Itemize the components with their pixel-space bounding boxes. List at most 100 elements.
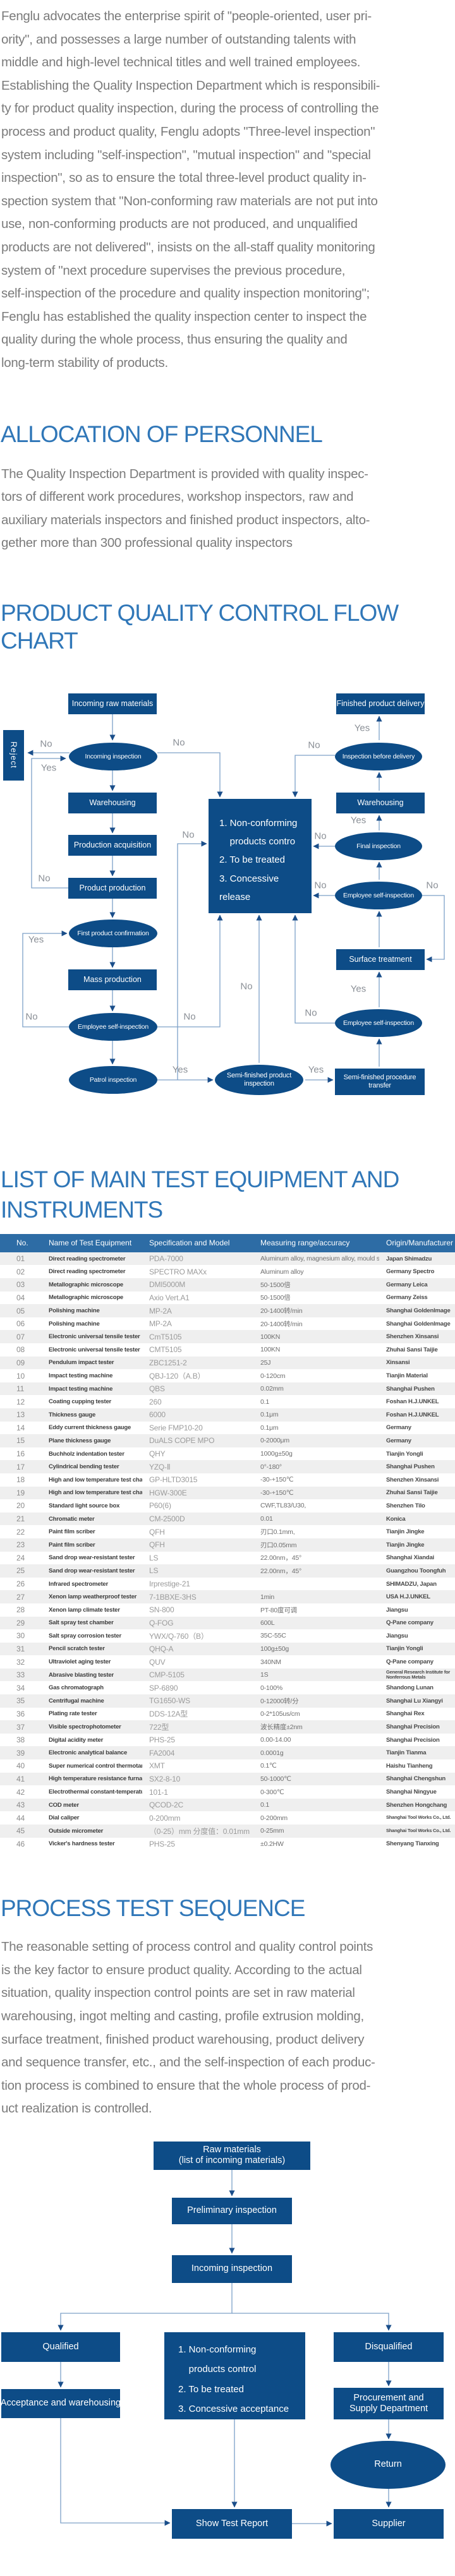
flow-node-return: Return <box>331 2440 446 2489</box>
table-cell: CMP-5105 <box>149 1670 185 1680</box>
flow-edge-label: Yes <box>28 934 44 945</box>
table-cell: Xenon lamp weatherproof tester <box>49 1593 137 1601</box>
table-cell: 0.1℃ <box>260 1762 277 1770</box>
table-cell: 1min <box>260 1593 274 1601</box>
table-cell: QFH <box>149 1527 165 1537</box>
table-cell: 0.01 <box>260 1515 273 1523</box>
table-cell: 50-1500倍 <box>260 1294 291 1302</box>
table-cell: -30-+150℃ <box>260 1476 294 1484</box>
table-cell: Germany Zeiss <box>386 1294 428 1302</box>
col-spec: Specification and Model <box>142 1233 255 1252</box>
table-cell: 0-200mm <box>260 1814 288 1822</box>
flow-edge <box>22 930 69 1027</box>
table-cell: 0.0001g <box>260 1749 284 1757</box>
table-cell: 36 <box>16 1709 25 1718</box>
table-cell: Shanghai Chengshun <box>386 1775 446 1783</box>
table-cell: 7-1BBXE-3HS <box>149 1592 197 1602</box>
table-cell: 27 <box>16 1592 25 1602</box>
table-cell: Shandong Lunan <box>386 1684 434 1692</box>
table-cell: Shanghai Rex <box>386 1710 425 1718</box>
flow-edge-label: No <box>173 737 185 748</box>
flow-edge-label: No <box>182 829 195 841</box>
table-cell: 30 <box>16 1631 25 1641</box>
table-cell: ±0.2HW <box>260 1840 284 1848</box>
table-cell: 45 <box>16 1826 25 1836</box>
table-cell: Polishing machine <box>49 1307 100 1315</box>
table-cell: LS <box>149 1566 159 1576</box>
table-row: 30 Salt spray corrosion tester YWX/Q-760（B… <box>0 1629 455 1643</box>
table-cell: Shanghai Precision <box>386 1736 440 1744</box>
table-cell: Shenzhen Tilo <box>386 1502 425 1509</box>
flow-edge-label: No <box>305 1007 317 1019</box>
flow-edge-label: No <box>314 830 327 842</box>
table-cell: Jiangsu <box>386 1632 408 1639</box>
table-cell: 33 <box>16 1670 25 1680</box>
table-cell: 03 <box>16 1280 25 1290</box>
table-cell: 18 <box>16 1475 25 1485</box>
table-cell: CmT5105 <box>149 1332 182 1341</box>
table-cell: Electrothermal constant-temperature dry … <box>49 1788 142 1796</box>
table-row: 09 Pendulum impact tester ZBC1251-2 25J Xins… <box>0 1356 455 1370</box>
table-cell: QBS <box>149 1384 165 1394</box>
flow-node-procurement-supply-department: Procurement and Supply Department <box>334 2387 444 2419</box>
table-cell: 0-300℃ <box>260 1788 284 1796</box>
table-cell: QHY <box>149 1449 166 1459</box>
table-cell: DuALS COPE MPO <box>149 1436 215 1446</box>
table-cell: 0°-180° <box>260 1463 282 1471</box>
flow-node-warehousing-right: Warehousing <box>336 792 425 813</box>
table-cell: 25 <box>16 1566 25 1576</box>
table-row: 12 Coating cupping tester 260 0.1 Foshan H.J… <box>0 1395 455 1408</box>
table-cell: Tianjin Material <box>386 1372 428 1380</box>
table-cell: 20-1400转/min <box>260 1307 303 1315</box>
col-no: No. <box>0 1233 44 1252</box>
table-row: 04 Metallographic microscope Axio Vert.A1 5… <box>0 1291 455 1305</box>
table-cell: 09 <box>16 1358 25 1367</box>
table-row: 39 Electronic analytical balance FA2004 0.0… <box>0 1746 455 1760</box>
table-cell: HGW-300E <box>149 1488 187 1497</box>
table-cell: Thickness gauge <box>49 1411 96 1418</box>
table-cell: GP-HLTD3015 <box>149 1475 198 1485</box>
flow-node-employee-self-inspection-right1: Employee self-inspection <box>335 881 422 909</box>
col-origin: Origin/Manufacturer <box>379 1233 455 1252</box>
flow-node-first-product-confirmation: First product confirmation <box>69 919 157 947</box>
table-cell: PHS-25 <box>149 1735 175 1745</box>
flow-node-incoming-raw-materials: Incoming raw materials <box>68 693 157 714</box>
flow-node-non-conforming-control-box: 1. Non-conforming products contro 2. To … <box>209 798 312 913</box>
table-cell: 35C-55C <box>260 1632 286 1640</box>
table-cell: 22 <box>16 1527 25 1537</box>
table-cell: 19 <box>16 1488 25 1497</box>
table-cell: SHIMADZU, Japan <box>386 1580 437 1588</box>
table-cell: 13 <box>16 1410 25 1420</box>
flow-node-qualified: Qualified <box>1 2332 120 2362</box>
table-cell: 24 <box>16 1553 25 1562</box>
table-cell: 43 <box>16 1800 25 1810</box>
table-cell: Serie FMP10-20 <box>149 1423 203 1432</box>
table-cell: Shanghai Pushen <box>386 1385 435 1393</box>
table-cell: Impact testing machine <box>49 1385 113 1393</box>
table-cell: 刃口0.05mm <box>260 1541 297 1549</box>
flow-edge <box>422 895 445 962</box>
flow-edge-label: No <box>426 880 439 891</box>
table-cell: 29 <box>16 1618 25 1627</box>
table-cell: 20-1400转/min <box>260 1320 303 1328</box>
flow-connectors <box>58 2169 392 2527</box>
flow-node-employee-self-inspection-left: Employee self-inspection <box>69 1012 157 1041</box>
flow-node-preliminary-inspection: Preliminary inspection <box>172 2197 292 2224</box>
table-cell: Infrared spectrometer <box>49 1580 109 1588</box>
flow-edge <box>292 755 335 798</box>
table-cell: Sand drop wear-resistant tester <box>49 1554 135 1562</box>
flow-edge-label: Yes <box>350 815 367 826</box>
table-cell: Shanghai GoldenImage <box>386 1320 451 1327</box>
table-cell: 01 <box>16 1254 25 1264</box>
table-cell: Shanghai Ningyue <box>386 1788 437 1796</box>
table-cell: Shanghai Tool Works Co., Ltd. <box>386 1814 451 1821</box>
table-cell: YZQ-Ⅱ <box>149 1462 171 1471</box>
table-row: 06 Polishing machine MP-2A 20-1400转/min Shan… <box>0 1317 455 1331</box>
flow-edge-label: No <box>38 873 51 884</box>
table-cell: Visible spectrophotometer <box>49 1723 121 1731</box>
table-cell: SPECTRO MAXx <box>149 1267 207 1276</box>
table-cell: Aluminum alloy <box>260 1267 304 1276</box>
table-cell: Konica <box>386 1515 406 1523</box>
table-row: 14 Eddy current thickness gauge Serie FMP1… <box>0 1422 455 1435</box>
